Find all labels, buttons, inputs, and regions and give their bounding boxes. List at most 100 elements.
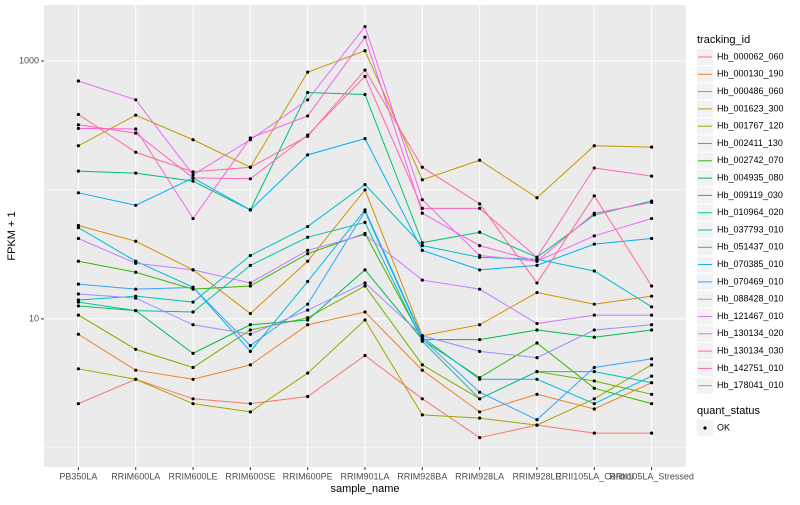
data-point	[363, 220, 367, 225]
data-point	[535, 196, 539, 200]
data-point	[76, 332, 80, 336]
data-point	[306, 114, 310, 118]
legend-label: Hb_000486_060	[717, 86, 784, 96]
y-tick-label: 10	[29, 313, 39, 323]
data-point	[76, 298, 80, 302]
data-point	[592, 397, 596, 401]
data-point	[478, 206, 482, 210]
x-tick-label: RRIM600SE	[225, 471, 275, 481]
data-point	[535, 281, 539, 285]
data-point	[248, 323, 252, 327]
data-point	[363, 284, 367, 288]
data-point	[76, 259, 80, 263]
x-tick-label: RRII105LA_Control	[555, 471, 633, 481]
data-point	[191, 365, 195, 370]
data-point	[420, 339, 424, 343]
data-point	[535, 392, 539, 396]
data-point	[650, 374, 654, 378]
data-point	[134, 347, 138, 351]
data-point	[592, 407, 596, 411]
data-point	[306, 318, 310, 322]
data-point	[134, 98, 138, 102]
data-point	[420, 334, 424, 338]
data-point	[134, 296, 138, 300]
data-point	[134, 261, 138, 265]
data-point	[248, 208, 252, 212]
legend-label: Hb_051437_010	[717, 242, 784, 252]
data-point	[650, 381, 654, 385]
data-point	[248, 328, 252, 332]
data-point	[592, 370, 596, 374]
data-point	[478, 230, 482, 234]
data-point	[76, 304, 80, 308]
legend-title: tracking_id	[697, 34, 750, 46]
data-point	[363, 24, 367, 29]
legend-label: Hb_000130_190	[717, 69, 784, 79]
data-point	[420, 413, 424, 417]
data-point	[592, 194, 596, 198]
legend-label: Hb_037793_010	[717, 224, 784, 234]
data-point	[76, 282, 80, 286]
data-point	[535, 328, 539, 332]
data-point	[191, 179, 195, 183]
data-point	[306, 224, 310, 229]
data-point	[650, 174, 654, 178]
x-tick-label: RRIM928BA	[397, 471, 447, 481]
data-point	[306, 90, 310, 95]
data-point	[535, 370, 539, 374]
data-point	[363, 209, 367, 214]
data-point	[363, 35, 367, 39]
x-tick-label: RRIM600LE	[169, 471, 218, 481]
data-point	[535, 423, 539, 427]
data-point	[191, 300, 195, 304]
data-point	[478, 158, 482, 162]
data-point	[535, 255, 539, 259]
data-point	[134, 203, 138, 207]
data-point	[535, 341, 539, 345]
data-point	[592, 166, 596, 170]
data-point	[478, 436, 482, 440]
data-point	[650, 357, 654, 361]
data-point	[306, 98, 310, 102]
data-point	[478, 349, 482, 353]
data-point	[363, 233, 367, 237]
data-point	[134, 150, 138, 154]
data-point	[592, 328, 596, 332]
x-tick-label: RRIM928LA	[455, 471, 504, 481]
data-point	[363, 92, 367, 97]
data-point	[478, 323, 482, 327]
data-point	[76, 402, 80, 406]
legend-label: Hb_010964_020	[717, 207, 784, 217]
data-point	[363, 182, 367, 187]
legend-label: Hb_002742_070	[717, 155, 784, 165]
data-point	[420, 248, 424, 252]
data-point	[76, 191, 80, 195]
data-point	[76, 169, 80, 173]
data-point	[592, 242, 596, 246]
data-point	[248, 284, 252, 288]
y-axis-title: FPKM + 1	[6, 211, 18, 260]
data-point	[248, 253, 252, 258]
data-point	[191, 310, 195, 314]
data-point	[420, 178, 424, 182]
data-point	[76, 367, 80, 371]
data-point	[363, 281, 367, 285]
data-point	[535, 290, 539, 295]
x-tick-label: RRIM600LA	[111, 471, 160, 481]
data-point	[191, 402, 195, 406]
data-point	[248, 165, 252, 169]
data-point	[420, 211, 424, 215]
data-point	[650, 294, 654, 298]
data-point	[592, 431, 596, 435]
data-point	[191, 216, 195, 221]
data-point	[191, 170, 195, 174]
data-point	[592, 211, 596, 215]
data-point	[478, 397, 482, 401]
data-point	[363, 318, 367, 322]
data-point	[134, 239, 138, 243]
data-point	[420, 397, 424, 401]
data-point	[134, 127, 138, 131]
x-tick-label: RRIM928LE	[512, 471, 561, 481]
legend-label: Hb_070469_010	[717, 276, 784, 286]
